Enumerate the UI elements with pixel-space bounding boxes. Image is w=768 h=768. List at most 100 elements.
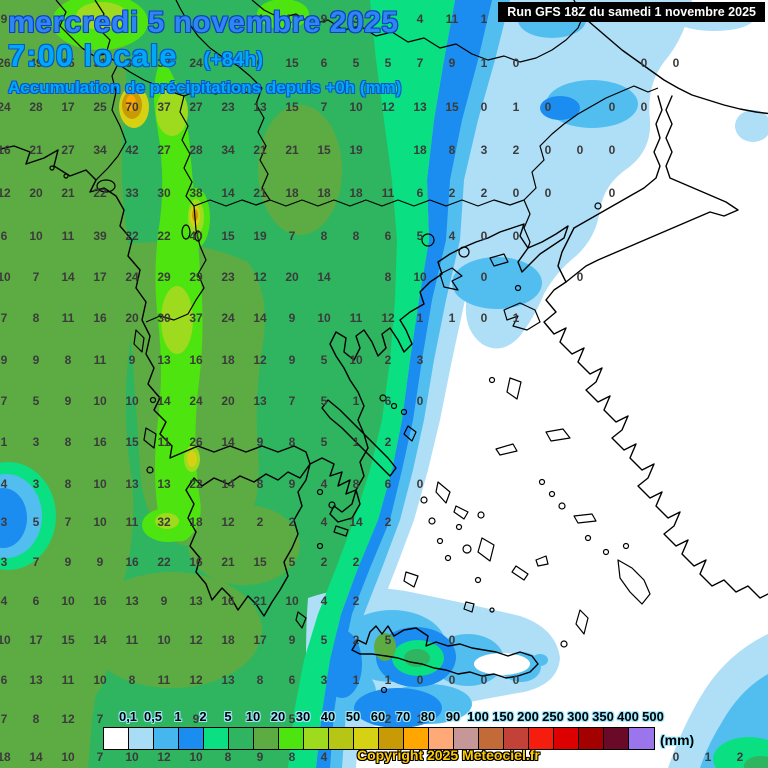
grid-value: 24 — [221, 311, 235, 325]
grid-value: 10 — [189, 750, 203, 764]
grid-value: 8 — [64, 435, 72, 449]
grid-value: 26 — [0, 56, 11, 70]
grid-value: 4 — [0, 594, 8, 608]
grid-value: 15 — [125, 435, 139, 449]
model-run-info: Run GFS 18Z du samedi 1 novembre 2025 — [498, 2, 765, 22]
grid-value: 5 — [32, 394, 40, 408]
grid-value: 2 — [384, 712, 392, 726]
grid-value: 2 — [320, 555, 328, 569]
time-row: 7:00 locale (+84h) — [8, 38, 401, 74]
grid-value: 14 — [221, 435, 235, 449]
grid-value: 0 — [576, 270, 584, 284]
grid-value: 0 — [416, 394, 424, 408]
grid-value: 24 — [189, 56, 203, 70]
grid-value: 1 — [384, 673, 392, 687]
grid-value: 10 — [93, 477, 107, 491]
grid-value: 10 — [125, 394, 139, 408]
grid-value: 27 — [61, 143, 75, 157]
grid-value: 21 — [253, 594, 267, 608]
grid-value: 33 — [125, 186, 139, 200]
grid-value: 10 — [413, 270, 427, 284]
grid-value: 0 — [512, 186, 520, 200]
grid-value: 14 — [221, 477, 235, 491]
grid-value: 6 — [320, 56, 328, 70]
grid-value: 10 — [157, 633, 171, 647]
grid-value: 11 — [61, 673, 75, 687]
grid-value: 5 — [384, 56, 392, 70]
grid-value: 2 — [384, 515, 392, 529]
grid-value: 13 — [29, 673, 43, 687]
grid-value: 3 — [0, 515, 8, 529]
grid-value: 17 — [93, 270, 107, 284]
grid-value: 30 — [157, 311, 171, 325]
grid-value: 5 — [288, 712, 296, 726]
grid-value: 13 — [221, 673, 235, 687]
grid-value: 0 — [480, 229, 488, 243]
grid-value: 7 — [32, 270, 40, 284]
grid-value: 22 — [125, 229, 139, 243]
grid-value: 9 — [288, 311, 296, 325]
grid-value: 6 — [384, 229, 392, 243]
grid-value: 7 — [32, 555, 40, 569]
grid-value: 0 — [480, 311, 488, 325]
grid-value: 21 — [253, 186, 267, 200]
grid-value: 12 — [61, 712, 75, 726]
grid-value: 13 — [189, 594, 203, 608]
grid-value: 7 — [416, 56, 424, 70]
grid-value: 2 — [288, 515, 296, 529]
grid-value: 18 — [349, 186, 363, 200]
grid-value: 11 — [157, 435, 171, 449]
grid-value: 6 — [384, 477, 392, 491]
grid-value: 39 — [93, 229, 107, 243]
map-subtitle: Accumulation de précipitations depuis +0… — [8, 78, 402, 97]
grid-value: 17 — [61, 100, 75, 114]
grid-value: 4 — [256, 12, 264, 26]
grid-value: 20 — [125, 311, 139, 325]
islands — [49, 165, 651, 694]
grid-value: 0 — [512, 56, 520, 70]
grid-value: 10 — [285, 594, 299, 608]
grid-value: 37 — [189, 311, 203, 325]
grid-value: 11 — [125, 633, 139, 647]
grid-value: 16 — [93, 435, 107, 449]
grid-value: 24 — [189, 394, 203, 408]
grid-value: 0 — [416, 673, 424, 687]
grid-value: 3 — [352, 12, 360, 26]
grid-value: 0 — [608, 100, 616, 114]
grid-value: 3 — [0, 555, 8, 569]
lake-skadar — [96, 179, 116, 193]
grid-value: 7 — [320, 100, 328, 114]
grid-value: 6 — [256, 56, 264, 70]
grid-value: 12 — [221, 515, 235, 529]
grid-value: 34 — [221, 143, 235, 157]
grid-value: 18 — [413, 143, 427, 157]
grid-value: 0 — [448, 633, 456, 647]
grid-value: 9 — [448, 56, 456, 70]
grid-value: 10 — [29, 229, 43, 243]
grid-value: 13 — [253, 100, 267, 114]
grid-value: 0 — [512, 673, 520, 687]
grid-value: 9 — [288, 353, 296, 367]
grid-value: 9 — [32, 353, 40, 367]
grid-value: 11 — [93, 353, 107, 367]
grid-value: 9 — [320, 12, 328, 26]
grid-value: 7 — [288, 229, 296, 243]
grid-value: 6 — [416, 186, 424, 200]
grid-value: 34 — [125, 56, 139, 70]
grid-value: 14 — [29, 750, 43, 764]
grid-value: 5 — [32, 515, 40, 529]
grid-value: 11 — [445, 12, 459, 26]
grid-value: 11 — [157, 673, 171, 687]
grid-value: 37 — [157, 56, 171, 70]
grid-value: 16 — [93, 311, 107, 325]
grid-value: 12 — [381, 311, 395, 325]
grid-value: 9 — [64, 394, 72, 408]
grid-value: 4 — [320, 477, 328, 491]
grid-value: 17 — [253, 633, 267, 647]
grid-value: 20 — [285, 270, 299, 284]
grid-value: 12 — [189, 633, 203, 647]
grid-value: 1 — [704, 750, 712, 764]
grid-value: 16 — [0, 143, 11, 157]
